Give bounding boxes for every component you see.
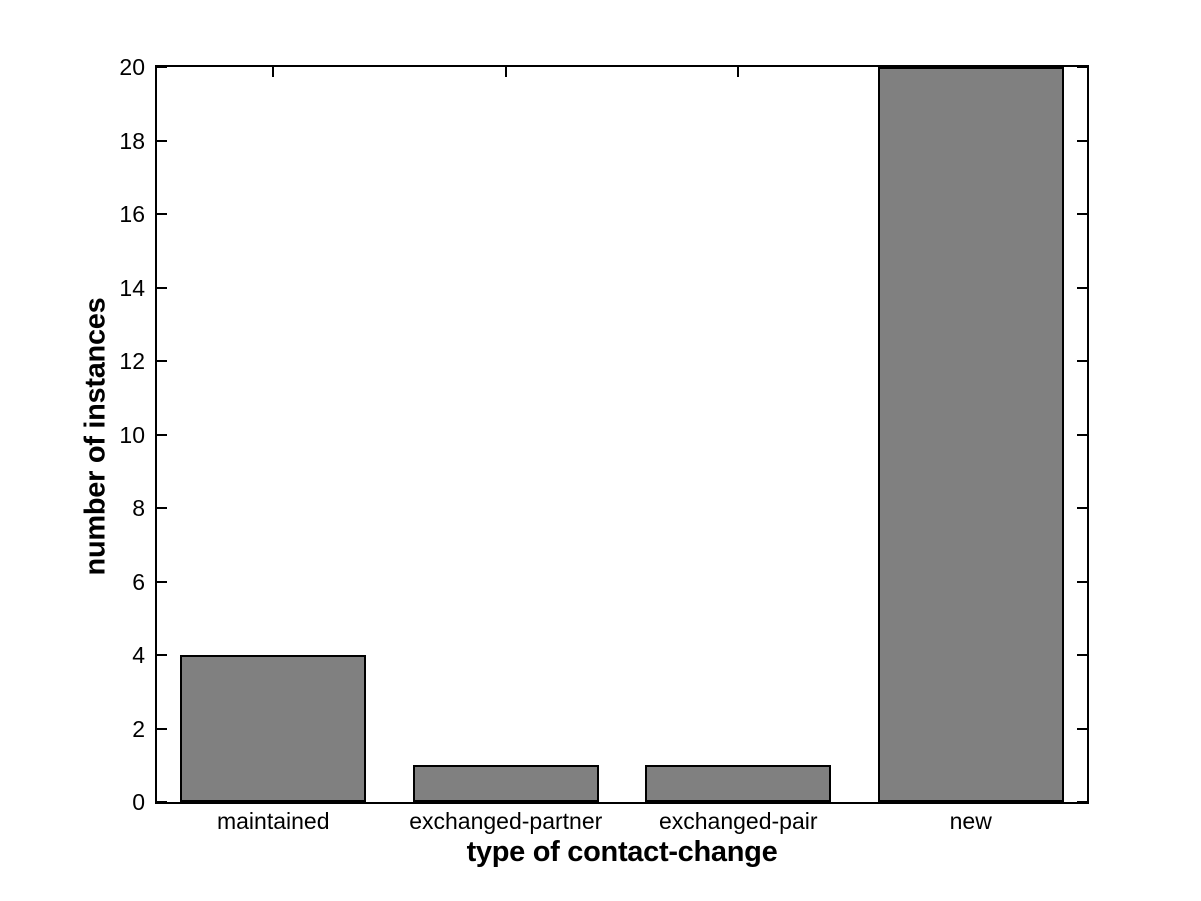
x-tick-label: new	[949, 808, 992, 834]
y-tick-left	[157, 654, 167, 656]
y-tick-right	[1077, 507, 1087, 509]
y-tick-left	[157, 433, 167, 436]
y-tick-left	[157, 727, 167, 730]
x-tick-label: maintained	[216, 808, 330, 834]
y-tick-left	[157, 360, 167, 362]
y-tick-left	[157, 801, 167, 803]
y-tick-label: 12	[119, 348, 145, 374]
y-tick-right	[1077, 66, 1087, 68]
x-tick-label: exchanged-pair	[658, 808, 818, 834]
y-tick-right	[1077, 801, 1087, 803]
x-axis-label: type of contact-change	[466, 836, 778, 868]
x-tick-top	[272, 67, 275, 77]
y-tick-left	[157, 507, 167, 509]
y-tick-label: 18	[119, 127, 145, 154]
y-tick-left	[157, 213, 167, 215]
x-tick-top	[504, 67, 507, 77]
y-tick-right	[1077, 286, 1087, 289]
y-tick-label: 6	[132, 568, 145, 595]
y-tick-left	[157, 139, 167, 142]
bar-exchanged-partner	[412, 765, 599, 802]
y-tick-left	[157, 66, 167, 68]
y-tick-label: 0	[132, 789, 145, 815]
y-tick-left	[157, 286, 167, 289]
y-tick-label: 8	[132, 495, 145, 521]
y-tick-right	[1077, 360, 1087, 362]
y-tick-right	[1077, 213, 1087, 215]
bar-new	[877, 67, 1064, 802]
y-tick-right	[1077, 139, 1087, 142]
plot-area	[155, 65, 1089, 804]
y-tick-left	[157, 580, 167, 583]
y-tick-label: 14	[119, 274, 145, 301]
bar-exchanged-pair	[645, 765, 832, 802]
y-tick-right	[1077, 580, 1087, 583]
y-tick-label: 16	[119, 201, 145, 227]
x-tick-top	[737, 67, 740, 77]
y-tick-label: 20	[119, 54, 145, 80]
y-tick-right	[1077, 727, 1087, 730]
y-tick-right	[1077, 654, 1087, 656]
y-tick-label: 2	[132, 715, 145, 742]
y-tick-label: 4	[132, 642, 145, 668]
y-tick-right	[1077, 433, 1087, 436]
x-tick-label: exchanged-partner	[409, 808, 603, 834]
bar-maintained	[180, 655, 367, 802]
y-tick-label: 10	[119, 421, 145, 448]
